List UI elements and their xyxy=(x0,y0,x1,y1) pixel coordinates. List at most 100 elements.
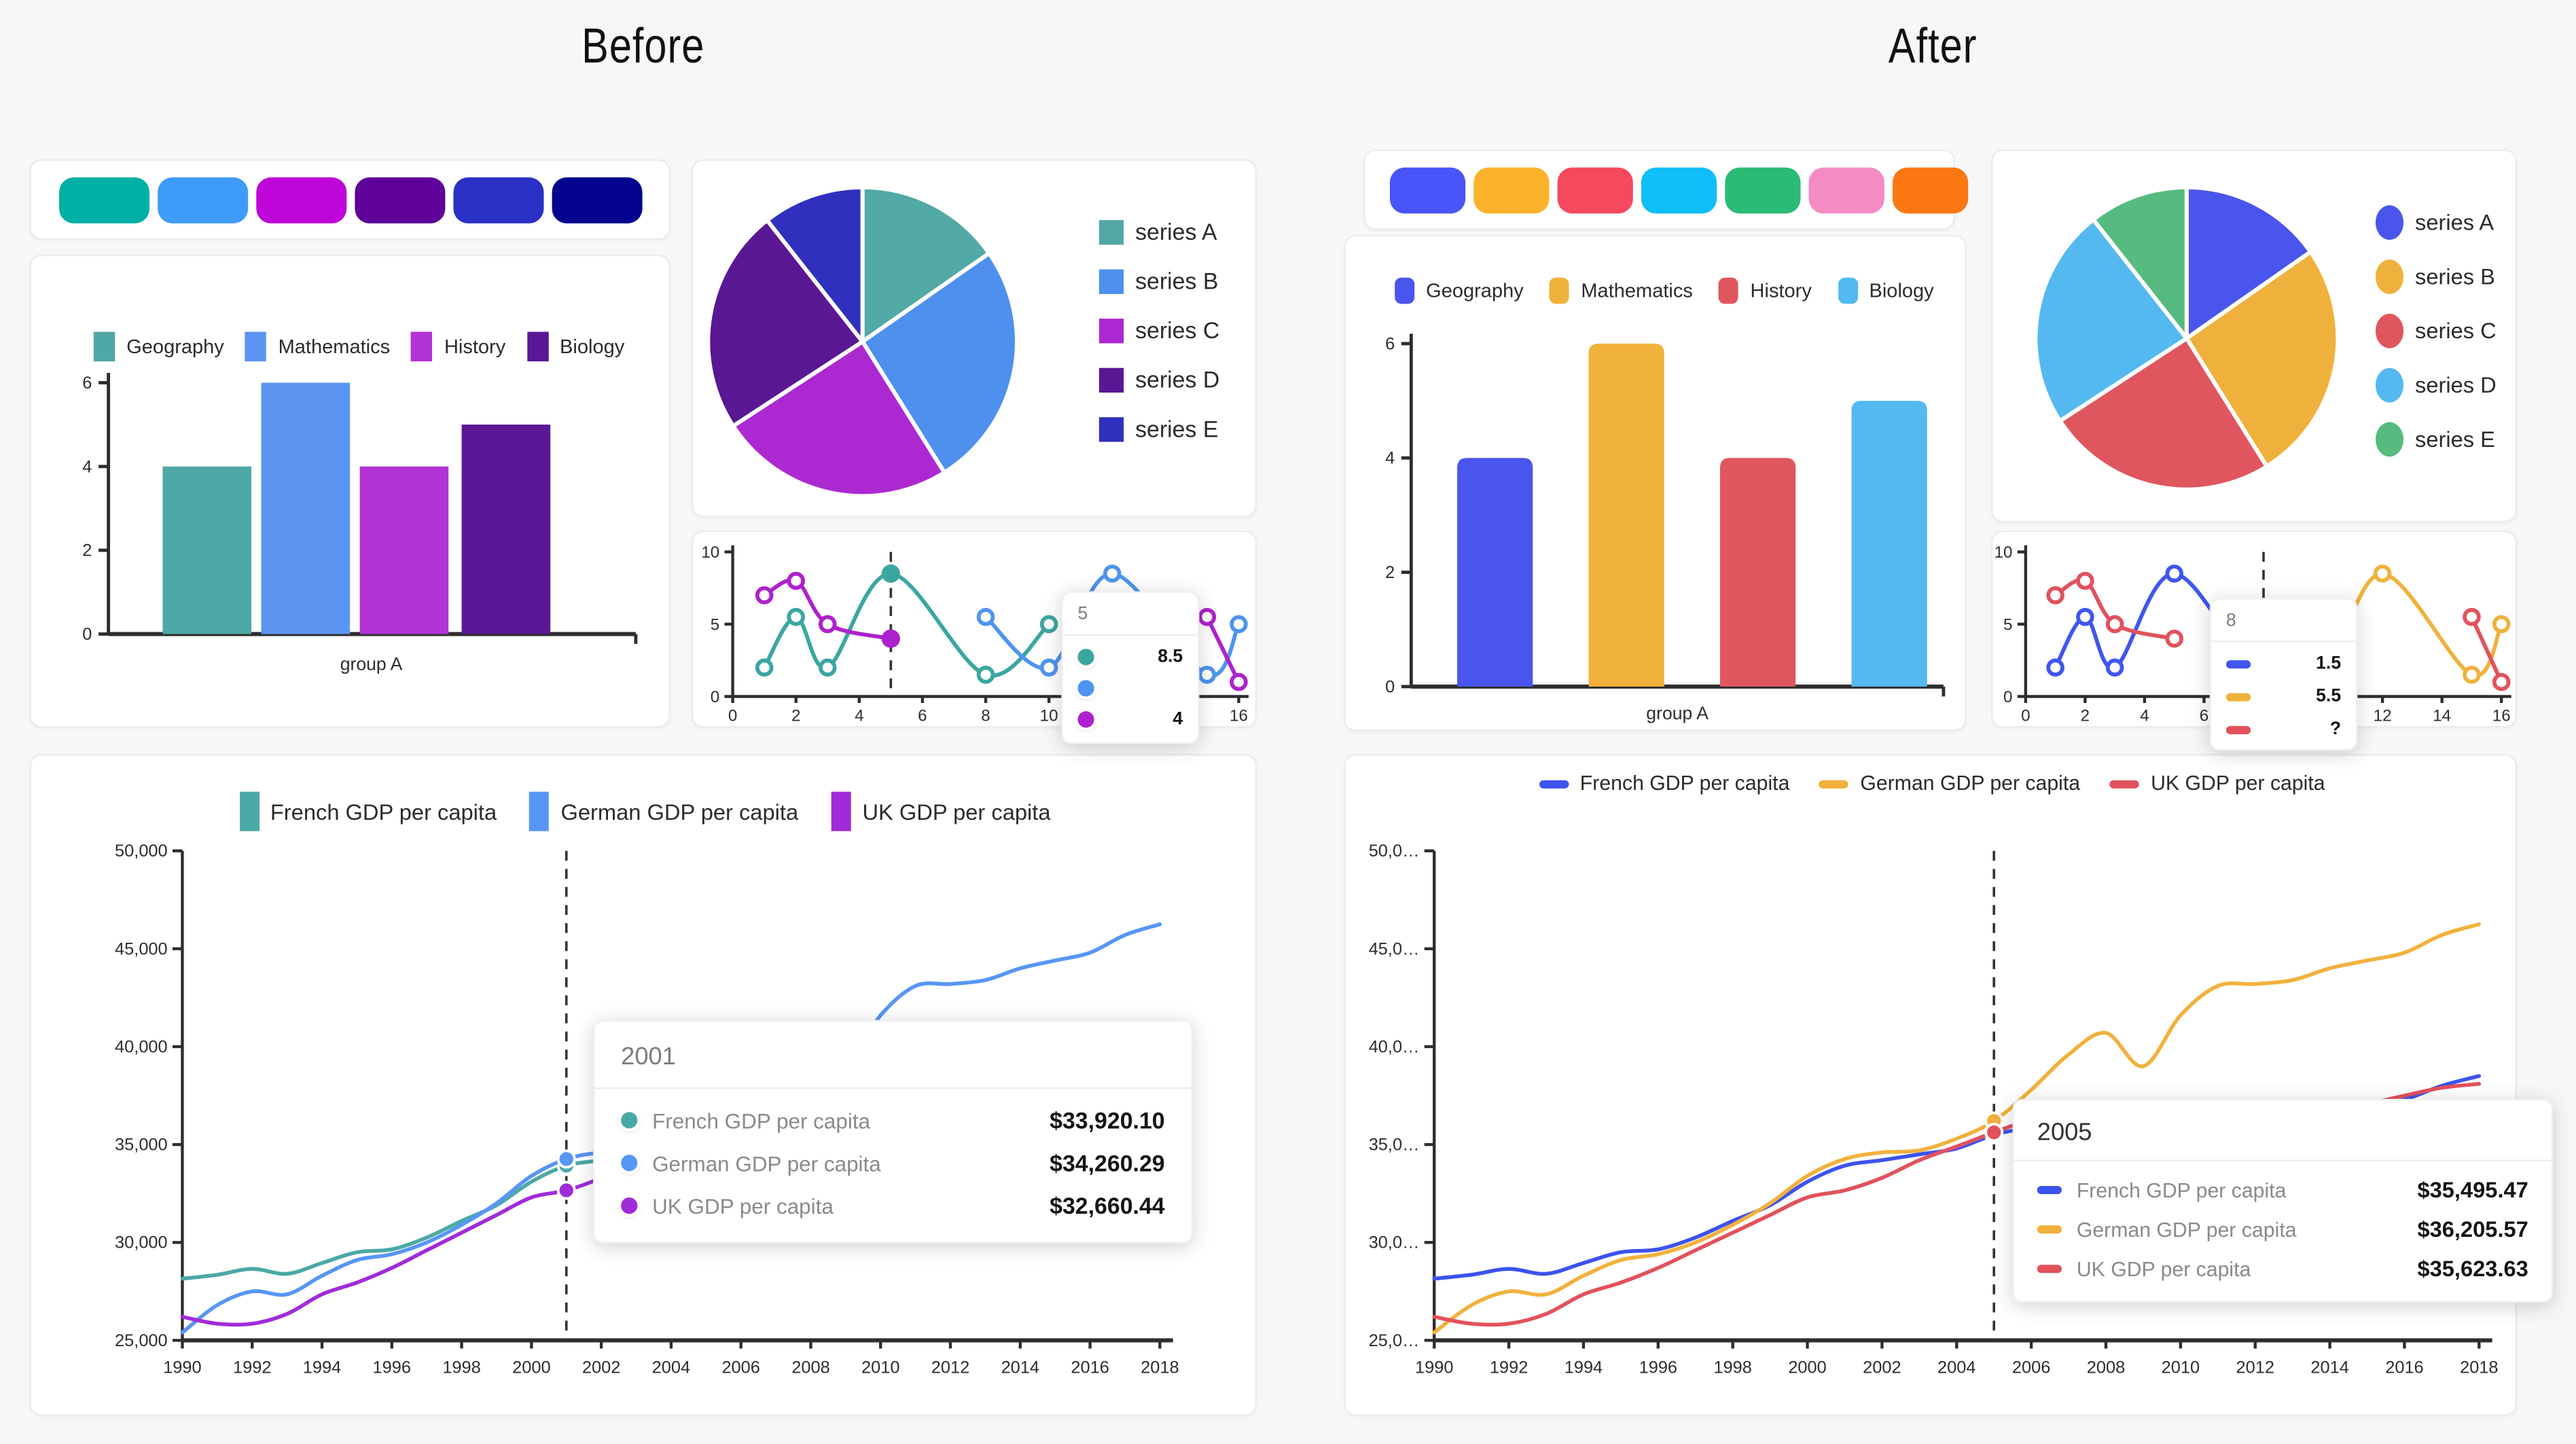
legend-item[interactable]: series A xyxy=(2375,205,2497,240)
after-bar-card: Geography Mathematics History Biology 0 2 4 6 g… xyxy=(1344,234,1969,733)
legend-item[interactable]: series E xyxy=(1098,416,1219,442)
legend-item[interactable]: French GDP per capita xyxy=(1539,772,1789,795)
svg-text:16: 16 xyxy=(1230,707,1248,725)
svg-text:50,000: 50,000 xyxy=(115,842,168,861)
legend-marker xyxy=(2375,313,2404,348)
gdp-chart-tooltip: 2001 French GDP per capita $33,920.10 Ge… xyxy=(593,1019,1193,1244)
legend-marker xyxy=(2375,205,2404,240)
after-miniline-card: 05100246810121416 8 1.5 5.5 ? xyxy=(1991,530,2517,751)
svg-text:6: 6 xyxy=(2200,707,2208,725)
legend-item[interactable]: Biology xyxy=(1838,277,1934,304)
legend-label: Mathematics xyxy=(1581,279,1693,302)
svg-text:2010: 2010 xyxy=(2162,1358,2200,1377)
tooltip-label: German GDP per capita xyxy=(652,1151,881,1176)
pie-chart[interactable] xyxy=(1992,151,2367,524)
svg-text:2: 2 xyxy=(1385,563,1395,582)
svg-text:2018: 2018 xyxy=(2460,1358,2498,1377)
svg-text:0: 0 xyxy=(2021,707,2030,725)
legend-item[interactable]: series C xyxy=(2375,313,2497,348)
legend-marker xyxy=(93,331,115,362)
legend-item[interactable]: series A xyxy=(1098,219,1219,245)
legend-label: Biology xyxy=(1869,279,1934,302)
svg-text:10: 10 xyxy=(1994,543,2013,562)
legend-label: Biology xyxy=(560,335,625,359)
legend-item[interactable]: German GDP per capita xyxy=(1819,772,2080,795)
legend-item[interactable]: History xyxy=(1719,277,1812,304)
svg-text:1992: 1992 xyxy=(1490,1358,1528,1377)
legend-item[interactable]: UK GDP per capita xyxy=(831,791,1051,831)
svg-text:4: 4 xyxy=(855,707,863,725)
svg-text:6: 6 xyxy=(1385,334,1395,353)
tooltip-value: $35,495.47 xyxy=(2417,1177,2528,1203)
svg-text:30,0…: 30,0… xyxy=(1369,1233,1420,1252)
legend-item[interactable]: Mathematics xyxy=(1550,277,1693,304)
svg-text:45,0…: 45,0… xyxy=(1369,939,1420,958)
legend-label: History xyxy=(444,335,506,359)
svg-text:1990: 1990 xyxy=(163,1358,201,1377)
tooltip-value: $34,260.29 xyxy=(1050,1149,1165,1176)
tooltip-header: 2001 xyxy=(621,1043,676,1071)
svg-text:2016: 2016 xyxy=(1071,1358,1109,1377)
palette-color-chip xyxy=(59,176,150,223)
legend-marker xyxy=(1098,317,1124,343)
svg-text:1994: 1994 xyxy=(303,1358,341,1377)
gdp-line-chart[interactable]: 50,000 45,000 40,000 35,000 30,000 25,000 1990… xyxy=(31,828,1259,1406)
bar-chart[interactable]: 0 2 4 6 group A xyxy=(1346,309,1969,733)
svg-text:2002: 2002 xyxy=(582,1358,620,1377)
pie-chart[interactable] xyxy=(694,161,1071,519)
legend-item[interactable]: series E xyxy=(2375,422,2497,457)
gdp-chart-legend: French GDP per capita German GDP per capi… xyxy=(31,791,1259,831)
legend-item[interactable]: UK GDP per capita xyxy=(2109,772,2325,795)
svg-text:2000: 2000 xyxy=(1788,1358,1826,1377)
legend-item[interactable]: French GDP per capita xyxy=(238,791,497,831)
legend-item[interactable]: series D xyxy=(2375,367,2497,403)
before-bar-card: Geography Mathematics History Biology 0 2 4 6 g… xyxy=(29,254,672,728)
svg-text:45,000: 45,000 xyxy=(115,939,168,958)
legend-marker xyxy=(831,791,851,831)
legend-item[interactable]: series C xyxy=(1098,317,1220,344)
svg-text:25,0…: 25,0… xyxy=(1369,1331,1420,1350)
color-palette-row xyxy=(31,161,668,238)
legend-item[interactable]: Geography xyxy=(1395,277,1524,304)
svg-text:12: 12 xyxy=(2374,707,2392,725)
legend-item[interactable]: series D xyxy=(1098,366,1220,393)
svg-text:2008: 2008 xyxy=(791,1358,829,1377)
legend-marker xyxy=(411,331,433,362)
legend-label: series D xyxy=(2415,372,2497,398)
legend-label: series D xyxy=(1135,366,1220,393)
bar-chart[interactable]: 0 2 4 6 group A xyxy=(31,372,672,700)
series-dot xyxy=(621,1197,638,1214)
svg-text:0: 0 xyxy=(711,688,719,706)
legend-label: series C xyxy=(1135,317,1220,344)
tooltip-value: 8.5 xyxy=(1158,647,1183,667)
series-dash xyxy=(2037,1265,2062,1274)
after-pie-card: series A series B series C series D series E xyxy=(1991,149,2517,524)
svg-text:0: 0 xyxy=(2003,688,2012,706)
legend-item[interactable]: Biology xyxy=(526,331,625,362)
legend-item[interactable]: German GDP per capita xyxy=(529,791,798,831)
series-dot xyxy=(621,1112,638,1129)
legend-item[interactable]: series B xyxy=(2375,259,2497,294)
series-dot xyxy=(621,1155,638,1172)
svg-text:2012: 2012 xyxy=(2236,1358,2274,1377)
tooltip-header: 2005 xyxy=(2037,1118,2092,1147)
legend-item[interactable]: History xyxy=(411,331,506,362)
svg-text:4: 4 xyxy=(1385,449,1395,468)
legend-item[interactable]: Geography xyxy=(93,331,224,362)
gdp-chart-legend: French GDP per capita German GDP per capi… xyxy=(1346,772,2519,795)
series-dot xyxy=(1077,649,1094,666)
legend-item[interactable]: Mathematics xyxy=(245,331,390,362)
svg-text:35,0…: 35,0… xyxy=(1369,1136,1420,1155)
palette-color-chip xyxy=(552,176,643,223)
svg-text:4: 4 xyxy=(82,457,92,476)
svg-text:2004: 2004 xyxy=(1937,1358,1975,1377)
color-palette-row xyxy=(1365,151,1969,228)
palette-color-chip xyxy=(256,176,347,223)
legend-item[interactable]: series B xyxy=(1098,268,1219,294)
svg-text:1992: 1992 xyxy=(233,1358,271,1377)
legend-marker xyxy=(245,331,267,362)
svg-text:group A: group A xyxy=(340,654,403,674)
svg-text:2018: 2018 xyxy=(1141,1358,1179,1377)
after-palette-card xyxy=(1363,149,1969,230)
series-dot xyxy=(1077,711,1094,728)
